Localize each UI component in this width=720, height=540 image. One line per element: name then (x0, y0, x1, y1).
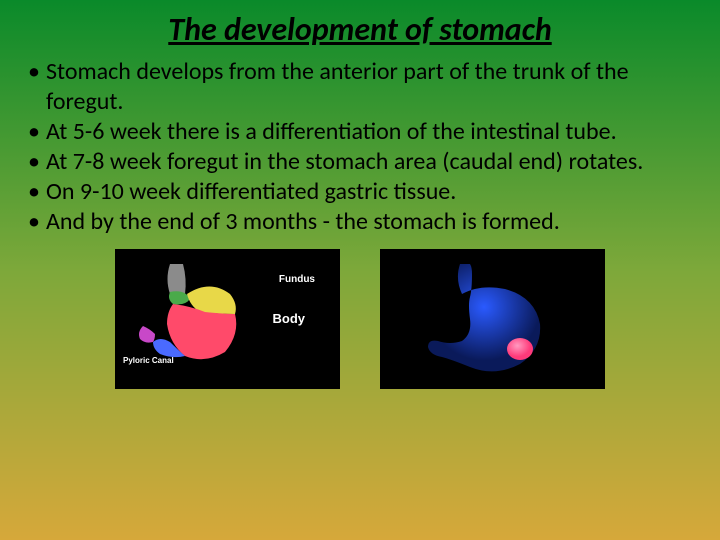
bullet-item: On 9-10 week differentiated gastric tiss… (28, 177, 700, 207)
bullet-item: At 5-6 week there is a differentiation o… (28, 117, 700, 147)
stomach-regions-diagram: Fundus Body Pyloric Canal (115, 249, 340, 389)
gastric-spot (507, 338, 533, 360)
slide: The development of stomach Stomach devel… (0, 0, 720, 540)
page-title: The development of stomach (20, 10, 700, 49)
bullet-item: And by the end of 3 months - the stomach… (28, 207, 700, 237)
fundus-label: Fundus (279, 274, 315, 285)
stomach-blue-svg (420, 259, 570, 379)
bullet-list: Stomach develops from the anterior part … (20, 57, 700, 237)
pyloric-region (139, 326, 155, 343)
body-label: Body (273, 311, 306, 326)
pyloric-label: Pyloric Canal (123, 357, 174, 365)
bullet-item: At 7-8 week foregut in the stomach area … (28, 147, 700, 177)
cardia-region (169, 291, 190, 304)
image-row: Fundus Body Pyloric Canal (20, 249, 700, 389)
esophagus-region (168, 264, 186, 294)
stomach-blue-diagram (380, 249, 605, 389)
bullet-item: Stomach develops from the anterior part … (28, 57, 700, 117)
